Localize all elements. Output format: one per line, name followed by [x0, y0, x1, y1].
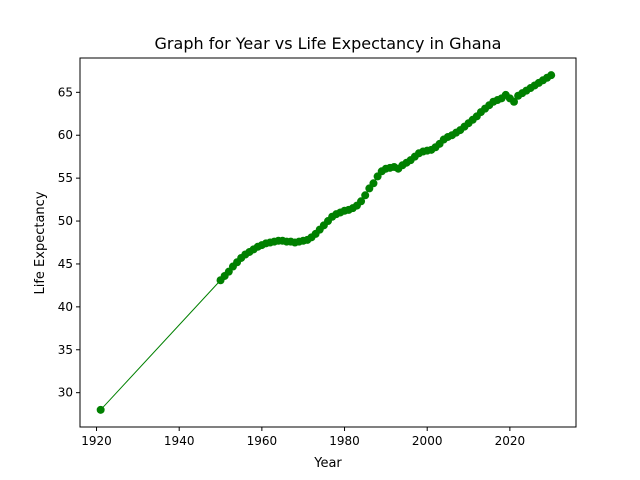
x-tick-label: 1940 — [164, 434, 195, 448]
y-axis-label: Life Expectancy — [33, 191, 48, 294]
data-point — [96, 405, 105, 414]
x-tick-label: 1980 — [329, 434, 360, 448]
y-tick-label: 40 — [58, 300, 73, 314]
data-point — [357, 197, 366, 206]
y-axis-ticks: 30 35 40 45 50 55 60 65 — [58, 85, 80, 400]
x-tick-label: 1920 — [81, 434, 112, 448]
chart-title: Graph for Year vs Life Expectancy in Gha… — [155, 34, 502, 53]
x-axis-ticks: 1920 1940 1960 1980 2000 2020 — [81, 427, 525, 448]
plot-area — [96, 71, 556, 414]
y-tick-label: 35 — [58, 343, 73, 357]
data-point — [510, 97, 518, 106]
y-tick-label: 65 — [58, 85, 73, 99]
axes-frame — [79, 57, 577, 428]
x-tick-label: 2000 — [412, 434, 443, 448]
data-point — [369, 179, 378, 188]
y-tick-label: 45 — [58, 257, 73, 271]
x-tick-label: 2020 — [495, 434, 526, 448]
y-tick-label: 50 — [58, 214, 73, 228]
x-axis-label: Year — [313, 456, 342, 471]
y-tick-label: 30 — [58, 386, 73, 400]
y-tick-label: 55 — [58, 171, 73, 185]
data-point — [361, 191, 370, 200]
data-point — [547, 71, 556, 80]
y-tick-label: 60 — [58, 128, 73, 142]
x-tick-label: 1960 — [247, 434, 278, 448]
